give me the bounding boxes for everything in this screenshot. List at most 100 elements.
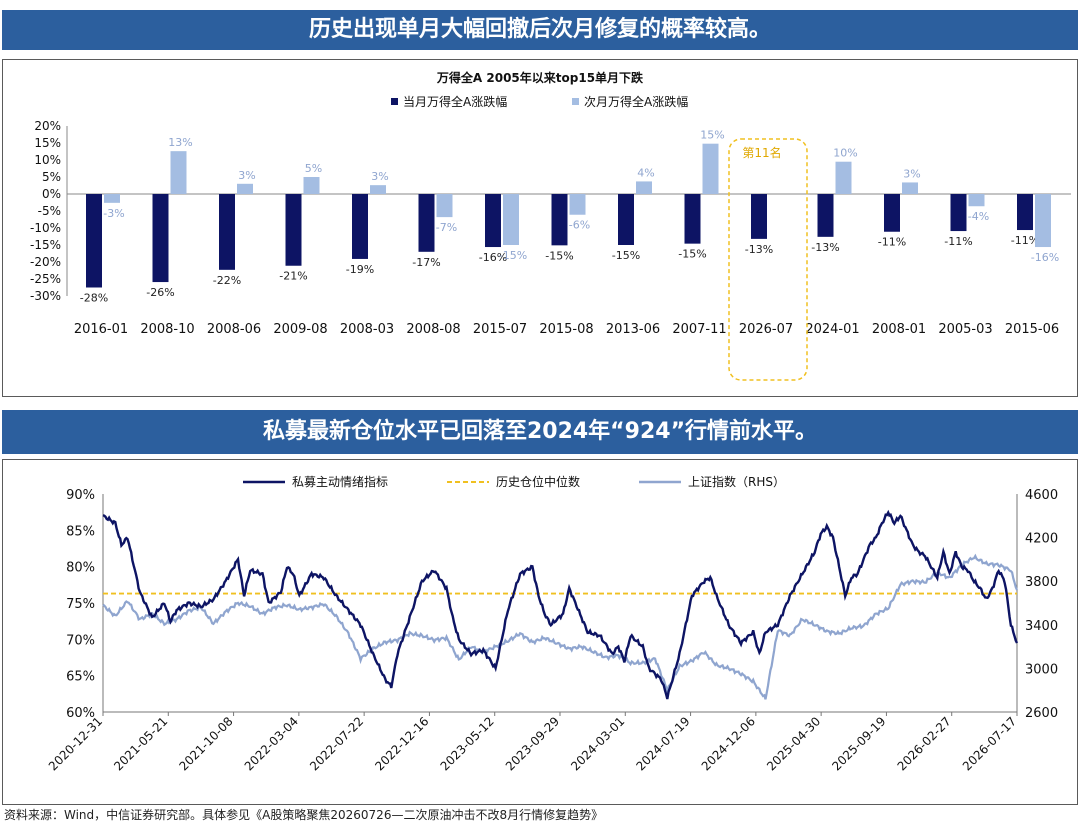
data-label-next: 3% — [371, 170, 388, 183]
legend-label-median: 历史仓位中位数 — [496, 474, 580, 489]
data-label-current: -16% — [479, 251, 507, 264]
bar-current — [950, 194, 967, 232]
data-label-current: -22% — [213, 274, 241, 287]
data-label-next: 13% — [168, 136, 192, 149]
x-tick-label: 2008-08 — [406, 322, 460, 337]
x-tick-label: 2025-04-30 — [764, 714, 823, 773]
bar-current — [219, 194, 235, 270]
y-right-tick-label: 3000 — [1025, 662, 1058, 677]
data-label-current: -15% — [612, 249, 640, 262]
bar-current — [1017, 194, 1033, 231]
x-tick-label: 2015-07 — [473, 322, 527, 337]
x-tick-label: 2008-10 — [140, 322, 194, 337]
footer-source: 资料来源：Wind，中信证券研究部。具体参见《A股策略聚焦20260726—二次… — [4, 808, 604, 822]
data-label-next: 5% — [305, 162, 322, 175]
x-tick-label: 2022-03-04 — [242, 714, 301, 773]
x-tick-label: 2025-09-19 — [829, 714, 888, 773]
data-label-next: 15% — [700, 129, 724, 142]
legend-label-next: 次月万得全A涨跌幅 — [584, 94, 688, 109]
x-tick-label: 2023-09-29 — [503, 714, 562, 773]
y-left-tick-label: 70% — [66, 633, 95, 648]
y-left-tick-label: 60% — [66, 706, 95, 721]
x-tick-label: 2026-07-17 — [960, 714, 1019, 773]
x-tick-label: 2026-07 — [739, 322, 793, 337]
x-tick-label: 2008-03 — [340, 322, 394, 337]
bar-current — [751, 194, 767, 239]
legend-label-sentiment: 私募主动情绪指标 — [292, 474, 388, 489]
data-label-next: -15% — [499, 249, 527, 262]
bar-next — [503, 194, 519, 245]
bar-next — [902, 182, 918, 194]
y-tick-label: 20% — [34, 119, 61, 133]
data-label-current: -28% — [80, 292, 108, 305]
bar-next — [170, 151, 187, 194]
data-label-next: -7% — [436, 221, 457, 234]
bar-next — [1035, 194, 1051, 248]
bar-next — [436, 194, 453, 218]
x-tick-label: 2009-08 — [273, 322, 327, 337]
y-right-tick-label: 2600 — [1025, 706, 1058, 721]
y-left-tick-label: 75% — [66, 597, 95, 612]
data-label-current: -11% — [878, 236, 906, 249]
y-tick-label: 15% — [34, 136, 61, 150]
data-label-current: -15% — [545, 249, 573, 262]
data-label-next: 4% — [637, 166, 654, 179]
y-tick-label: -15% — [30, 238, 61, 252]
y-right-tick-label: 3800 — [1025, 575, 1058, 590]
x-tick-label: 2008-01 — [872, 322, 926, 337]
data-label-current: -11% — [1011, 234, 1039, 247]
bar-next — [968, 194, 985, 207]
data-label-current: -17% — [412, 256, 440, 269]
y-tick-label: -30% — [30, 289, 61, 303]
x-tick-label: 2015-06 — [1005, 322, 1059, 337]
x-tick-label: 2013-06 — [606, 322, 660, 337]
data-label-current: -13% — [811, 241, 839, 254]
bar-chart-title: 万得全A 2005年以来top15单月下跌 — [436, 70, 644, 85]
bar-next — [237, 183, 253, 194]
x-tick-label: 2024-03-01 — [568, 714, 627, 773]
line-chart: 私募主动情绪指标 历史仓位中位数 上证指数（RHS） 90% 85% 80% 75% 70% 6… — [46, 474, 1058, 773]
highlight-box — [728, 138, 808, 381]
x-tick-label: 2008-06 — [207, 322, 261, 337]
x-tick-label: 2021-10-08 — [176, 714, 235, 773]
y-left-tick-label: 80% — [66, 561, 95, 576]
legend-swatch-current — [391, 98, 398, 105]
data-label-next: 3% — [903, 167, 920, 180]
data-label-next: -6% — [569, 219, 590, 232]
x-tick-label: 2007-11 — [672, 322, 726, 337]
index-line — [102, 553, 1018, 700]
bar-current — [817, 194, 834, 237]
line-chart-panel: 私募主动情绪指标 历史仓位中位数 上证指数（RHS） 90% 85% 80% 75% 70% 6… — [2, 459, 1078, 805]
data-label-current: -11% — [944, 235, 972, 248]
bar-current — [152, 194, 169, 283]
data-label-next: -3% — [103, 207, 124, 220]
bar-current — [684, 194, 701, 244]
y-tick-label: 10% — [34, 153, 61, 167]
data-label-next: 10% — [833, 147, 857, 160]
x-tick-label: 2024-01 — [805, 322, 859, 337]
y-right-tick-label: 3400 — [1025, 619, 1058, 634]
data-label-current: -15% — [678, 248, 706, 261]
data-label-current: -13% — [745, 243, 773, 256]
bar-current — [285, 194, 302, 266]
x-tick-label: 2015-08 — [539, 322, 593, 337]
x-tick-label: 2016-01 — [74, 322, 128, 337]
y-left-tick-label: 90% — [66, 488, 95, 503]
sentiment-line — [102, 509, 1019, 700]
bottom-banner: 私募最新仓位水平已回落至2024年“924”行情前水平。 — [2, 410, 1078, 454]
x-tick-label: 2024-12-06 — [699, 714, 758, 773]
bar-current — [884, 194, 900, 232]
bar-next — [303, 177, 320, 194]
y-left-tick-label: 85% — [66, 524, 95, 539]
y-right-tick-label: 4600 — [1025, 488, 1058, 503]
y-tick-label: 5% — [42, 170, 61, 184]
y-tick-label: -10% — [30, 221, 61, 235]
bar-chart-panel: 万得全A 2005年以来top15单月下跌 当月万得全A涨跌幅 次月万得全A涨跌幅 2… — [2, 59, 1078, 397]
bar-next — [702, 143, 719, 194]
bar-next — [569, 194, 586, 215]
data-label-current: -21% — [279, 270, 307, 283]
x-tick-label: 2022-07-22 — [307, 714, 366, 773]
top-banner: 历史出现单月大幅回撤后次月修复的概率较高。 — [2, 10, 1078, 50]
y-right-tick-label: 4200 — [1025, 532, 1058, 547]
highlight-label: 第11名 — [742, 145, 781, 160]
